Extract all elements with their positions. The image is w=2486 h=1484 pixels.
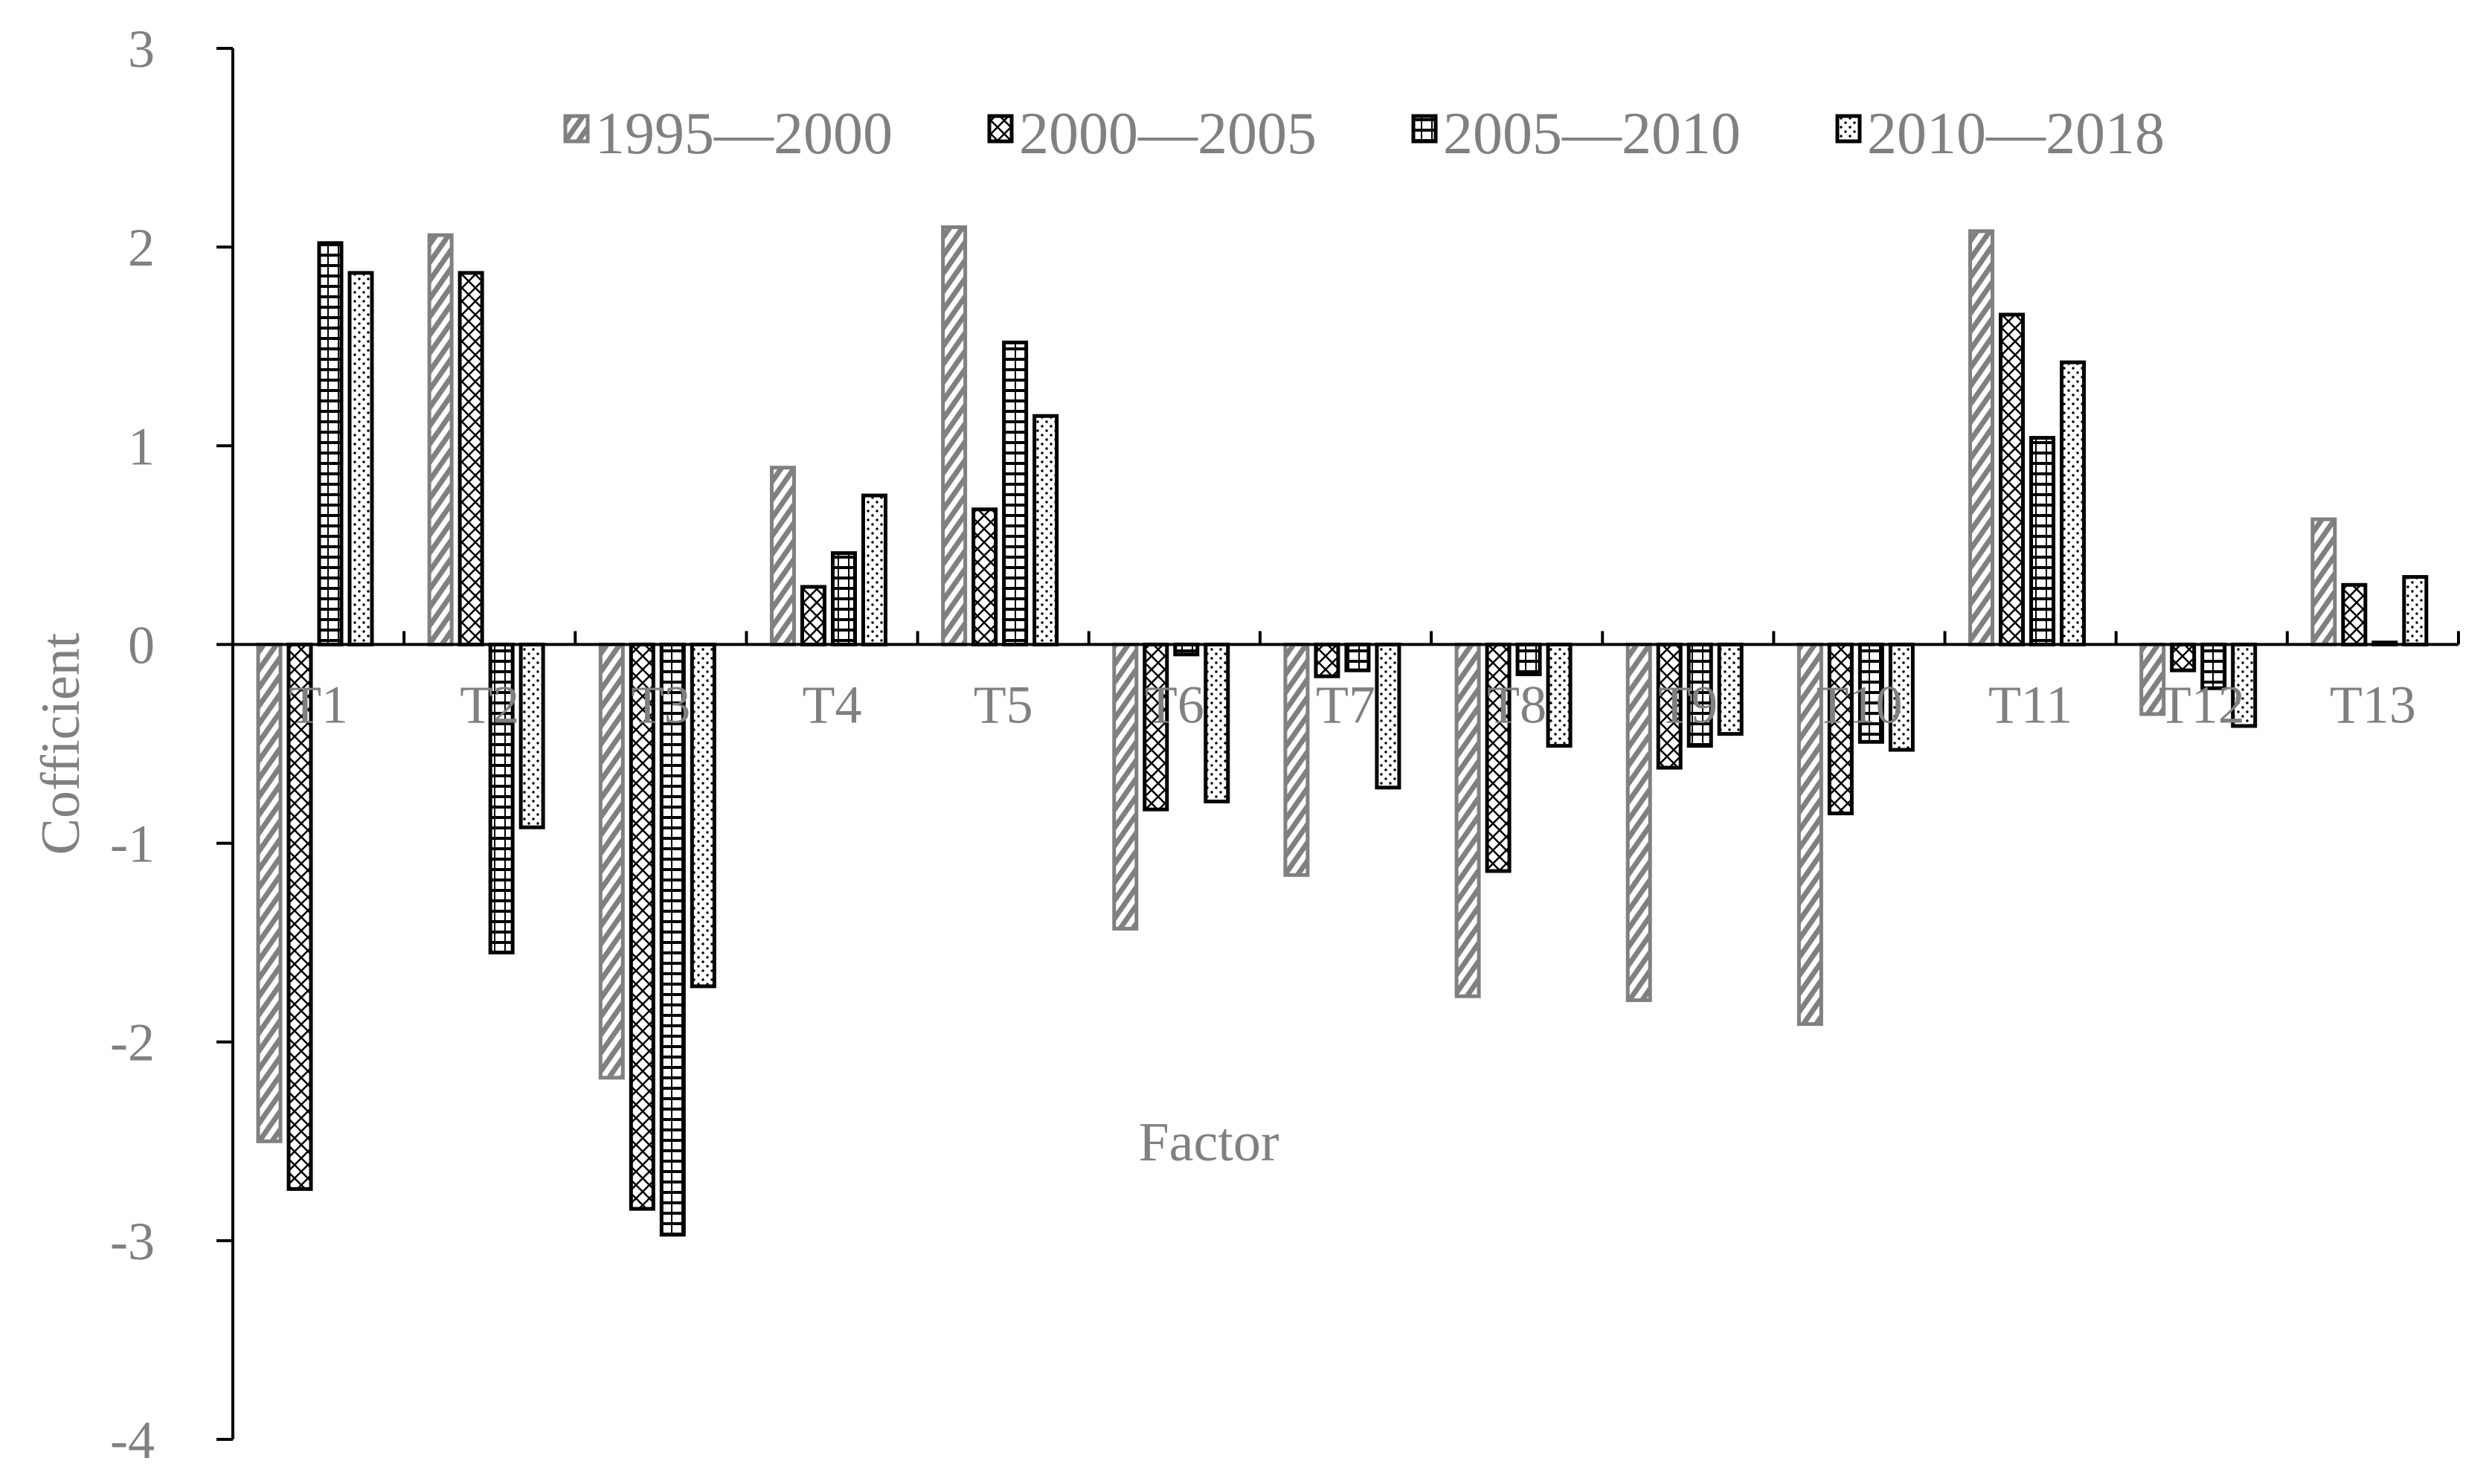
x-tick-label-t10: T10 <box>1816 675 1902 734</box>
bar-t2-series-3 <box>488 642 515 955</box>
bar-t1-series-1 <box>256 642 283 1143</box>
bar-t11-series-1 <box>1968 229 1995 646</box>
bar-t4-series-4 <box>861 493 887 646</box>
x-tick-label-t4: T4 <box>803 675 862 734</box>
legend-swatch <box>1835 114 1862 144</box>
legend-swatch <box>987 114 1014 144</box>
legend-label: 2005—2010 <box>1443 101 1741 167</box>
bar-t7-series-1 <box>1283 642 1310 877</box>
legend-item-4: 2010—2018 <box>1835 101 2165 167</box>
bar-t6-series-3 <box>1173 642 1200 657</box>
bar-t12-series-3 <box>2200 642 2227 690</box>
bar-t5-series-2 <box>971 507 998 646</box>
bar-t3-series-3 <box>659 642 686 1237</box>
x-tick-label-t11: T11 <box>1988 675 2072 734</box>
bar-t13-series-4 <box>2402 575 2429 646</box>
y-tick-label: 3 <box>128 19 155 79</box>
bar-t13-series-1 <box>2310 517 2337 646</box>
legend-label: 2010—2018 <box>1867 101 2165 167</box>
legend-label: 1995—2000 <box>595 101 893 167</box>
bar-t2-series-2 <box>457 271 484 646</box>
bar-t13-series-2 <box>2341 582 2368 646</box>
bar-t8-series-3 <box>1515 642 1542 677</box>
x-tick-label-t5: T5 <box>974 675 1033 734</box>
y-tick-label: -1 <box>110 815 155 874</box>
bar-t3-series-1 <box>598 642 625 1080</box>
bar-t9-series-1 <box>1625 642 1652 1003</box>
bar-t8-series-4 <box>1546 642 1573 748</box>
bar-t2-series-4 <box>518 642 545 829</box>
y-tick-label: 1 <box>128 417 155 476</box>
y-tick-label: 0 <box>128 615 155 675</box>
legend-swatch <box>563 114 590 144</box>
x-tick-label-t1: T1 <box>289 675 348 734</box>
labels-layer: 3 2 1 0 -1 -2 -3 -4 T1 T2 T3 T4 T5 T6 T7 T8 T9 T10 T11 T12 T… <box>30 19 2416 1470</box>
x-tick-label-t2: T2 <box>460 675 519 734</box>
bar-t8-series-1 <box>1454 642 1481 998</box>
legend-swatch <box>1411 114 1438 144</box>
bar-t9-series-4 <box>1717 642 1744 736</box>
bar-t11-series-4 <box>2060 360 2087 646</box>
x-tick-label-t9: T9 <box>1658 675 1718 734</box>
bar-t7-series-3 <box>1344 642 1371 672</box>
y-axis-title: Cofficient <box>30 632 91 855</box>
legend-item-3: 2005—2010 <box>1411 101 1741 167</box>
x-tick-label-t13: T13 <box>2330 675 2416 734</box>
bar-t6-series-1 <box>1112 642 1139 931</box>
x-tick-label-t8: T8 <box>1487 675 1546 734</box>
bar-t4-series-1 <box>769 466 796 646</box>
bar-t2-series-1 <box>427 233 454 646</box>
bar-t11-series-3 <box>2029 436 2056 646</box>
y-tick-label: -3 <box>110 1212 155 1271</box>
legend: 1995—2000 2000—2005 2005—2010 2010—2018 <box>563 101 2165 167</box>
bar-t7-series-4 <box>1375 642 1401 790</box>
bar-t1-series-4 <box>347 271 374 646</box>
bar-t10-series-3 <box>1857 642 1884 744</box>
bar-t3-series-4 <box>690 642 716 989</box>
legend-item-2: 2000—2005 <box>987 101 1317 167</box>
x-tick-label-t12: T12 <box>2159 675 2245 734</box>
bar-t5-series-4 <box>1032 414 1059 646</box>
y-tick-label: -4 <box>110 1410 155 1470</box>
x-tick-label-t7: T7 <box>1316 675 1375 734</box>
axes <box>216 47 2460 1441</box>
bar-t4-series-3 <box>830 551 857 646</box>
bar-t10-series-4 <box>1888 642 1915 752</box>
x-tick-label-t6: T6 <box>1145 675 1204 734</box>
x-axis-title: Factor <box>1138 1112 1279 1173</box>
legend-item-1: 1995—2000 <box>563 101 893 167</box>
bar-t11-series-2 <box>1999 312 2026 646</box>
bar-t4-series-2 <box>800 585 826 646</box>
y-tick-label: 2 <box>128 218 155 277</box>
x-tick-label-t3: T3 <box>631 675 690 734</box>
bar-t1-series-3 <box>317 241 344 646</box>
bar-t12-series-2 <box>2170 642 2197 672</box>
bar-t5-series-3 <box>1002 340 1029 646</box>
bar-t12-series-4 <box>2231 642 2258 728</box>
bar-t9-series-3 <box>1686 642 1713 748</box>
legend-label: 2000—2005 <box>1019 101 1317 167</box>
bar-t5-series-1 <box>941 225 968 646</box>
y-tick-label: -2 <box>110 1013 155 1073</box>
bar-t7-series-2 <box>1314 642 1340 678</box>
bar-t6-series-4 <box>1204 642 1230 803</box>
